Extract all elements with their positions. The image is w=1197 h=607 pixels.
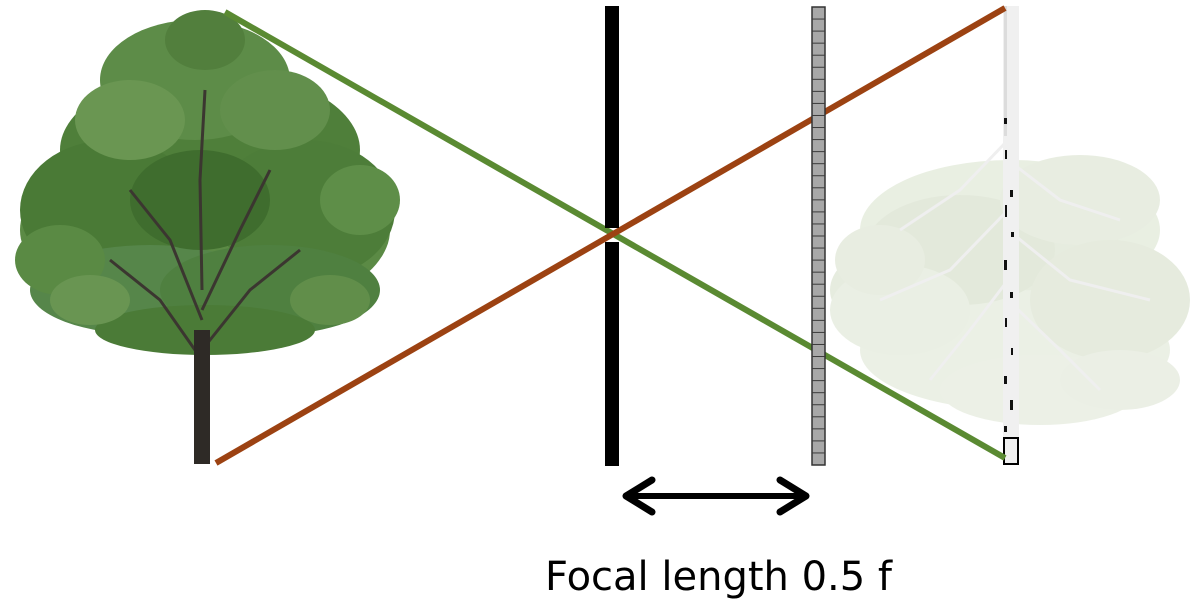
tree-icon [15,10,400,464]
aperture-plane [605,6,619,466]
projected-image-trunk [1003,6,1019,465]
double-headed-arrow-icon [622,476,810,516]
tree-branches [109,89,301,361]
focal-length-caption: Focal length 0.5 f [545,554,893,600]
sensor-pixel-array [811,6,826,466]
projected-image-inverted-tree [830,138,1190,425]
tree-foliage [15,10,400,355]
lower-ray [214,5,1007,466]
tree-trunk [194,330,210,464]
